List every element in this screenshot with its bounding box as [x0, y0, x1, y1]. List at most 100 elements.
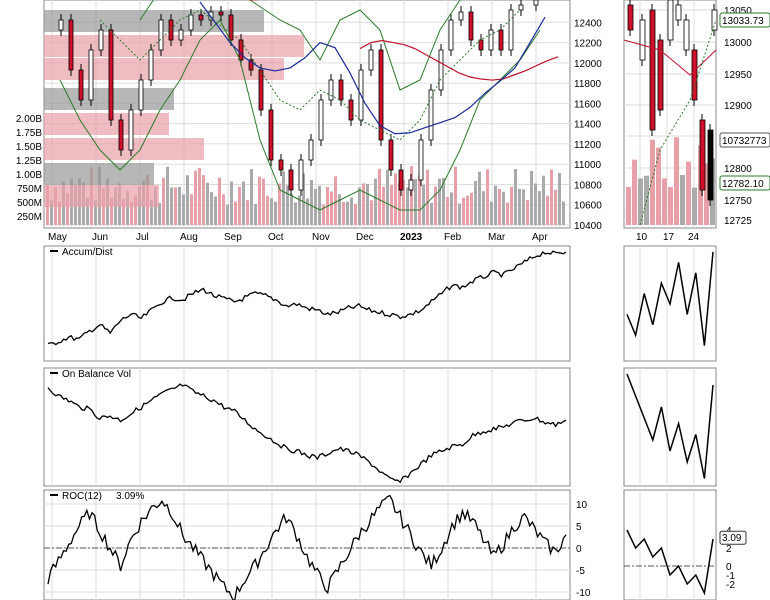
- zoom-volume-bar: [674, 137, 679, 225]
- indicator-lines: [47, 0, 717, 600]
- volume-bar: [554, 189, 557, 225]
- zoom-candle-body: [691, 49, 698, 101]
- candle-body: [298, 159, 304, 191]
- upper-band-line: [139, 0, 463, 91]
- volume-bar: [178, 186, 181, 225]
- volume-bar: [218, 177, 221, 225]
- zoom-volume-bar: [668, 187, 673, 225]
- price-tick-label: 12400: [574, 18, 602, 29]
- candle-body: [58, 19, 64, 31]
- zoom-volume-tag-box: [719, 132, 770, 148]
- zoom-roc-tag-box: [719, 530, 747, 545]
- volume-bar: [462, 197, 465, 225]
- roc-tick-label: 5: [576, 522, 582, 533]
- volume-bar: [174, 187, 177, 225]
- candle-body: [418, 139, 424, 181]
- volume-bar: [126, 190, 129, 225]
- zoom-mid-band-line: [639, 19, 717, 226]
- candle-body: [188, 14, 194, 31]
- volume-bar: [542, 175, 545, 225]
- volume-tick-label: 2.00B: [16, 114, 42, 125]
- zoom-volume-bar: [686, 161, 691, 225]
- zoom-price-tick-label: 12900: [724, 101, 752, 112]
- price-tick-label: 11000: [574, 160, 602, 171]
- candle-body: [128, 109, 134, 151]
- volume-bar: [266, 195, 269, 225]
- candle-body: [468, 11, 474, 41]
- volume-bar: [262, 178, 265, 225]
- volume-bar: [458, 203, 461, 225]
- volume-bar: [58, 201, 61, 225]
- volume-bar: [202, 175, 205, 225]
- volume-bar: [346, 201, 349, 225]
- zoom-candle-body: [711, 9, 718, 31]
- zoom-candle-body: [649, 9, 656, 131]
- panel-frame: [43, 245, 571, 362]
- zoom-price-tick-label: 13000: [724, 38, 752, 49]
- volume-by-price-bar: [44, 163, 154, 185]
- zoom-price-tick-label: 12800: [724, 164, 752, 175]
- volume-bar: [238, 186, 241, 225]
- volume-bar: [486, 169, 489, 225]
- volume-bar: [478, 171, 481, 225]
- candle-body: [518, 4, 524, 11]
- candle-body: [218, 11, 224, 16]
- candle-body: [98, 29, 104, 51]
- roc-title: ROC(12) 3.09%: [50, 491, 144, 502]
- zoom-candle-body: [699, 119, 706, 191]
- volume-bar: [350, 197, 353, 225]
- candle-body: [448, 19, 454, 51]
- volume-bar: [258, 176, 261, 225]
- volume-bar: [558, 172, 561, 225]
- volume-bar: [166, 166, 169, 225]
- zoom-x-axis-label: 17: [663, 232, 675, 243]
- volume-bar: [214, 196, 217, 225]
- volume-bar: [250, 169, 253, 225]
- candle-body: [278, 159, 284, 171]
- zoom-panel-frame: [623, 367, 717, 487]
- volume-bar: [246, 199, 249, 225]
- volume-bar: [526, 199, 529, 225]
- zoom-price-tick-label: 12725: [724, 216, 752, 227]
- zoom-candle-body: [667, 0, 674, 41]
- x-axis-label: Oct: [268, 232, 284, 243]
- zoom-accum-dist-line: [626, 251, 714, 346]
- zoom-volume-bar: [626, 186, 631, 225]
- volume-bar: [354, 203, 357, 225]
- candle-body: [428, 89, 434, 141]
- volume-bar: [450, 192, 453, 225]
- volume-bar: [66, 193, 69, 225]
- volume-bar: [286, 185, 289, 225]
- candle-body: [108, 29, 114, 121]
- volume-bar: [298, 195, 301, 225]
- candle-body: [533, 0, 539, 6]
- volume-by-price-bar: [44, 138, 204, 160]
- zoom-volume-tag: 10732773: [719, 132, 770, 148]
- volume-bar: [398, 183, 401, 225]
- volume-bar: [130, 201, 133, 225]
- volume-bar: [274, 201, 277, 225]
- zoom-roc-line: [626, 529, 714, 596]
- volume-bar: [310, 180, 313, 225]
- volume-bar: [254, 204, 257, 225]
- volume-bar: [322, 204, 325, 225]
- zoom-roc-tick-label: 0: [726, 562, 732, 573]
- candle-body: [68, 19, 74, 71]
- zoom-roc-tick-label: 2: [726, 544, 732, 555]
- volume-bar: [394, 173, 397, 225]
- volume-bar: [342, 201, 345, 225]
- volume-bar: [210, 192, 213, 225]
- volume-bar: [490, 201, 493, 225]
- zoom-candle-body: [657, 39, 664, 111]
- zoom-sma-tag-text: 12782.10: [722, 179, 764, 190]
- zoom-roc-tag: 3.09: [719, 530, 747, 545]
- x-axis-label: Jul: [136, 232, 149, 243]
- volume-bar: [358, 187, 361, 225]
- volume-bar: [302, 173, 305, 225]
- candle-body: [488, 29, 494, 51]
- volume-bar: [122, 198, 125, 225]
- zoom-candle-body: [639, 19, 646, 61]
- candle-body: [168, 19, 174, 41]
- price-tick-label: 12200: [574, 39, 602, 50]
- volume-bar: [226, 204, 229, 225]
